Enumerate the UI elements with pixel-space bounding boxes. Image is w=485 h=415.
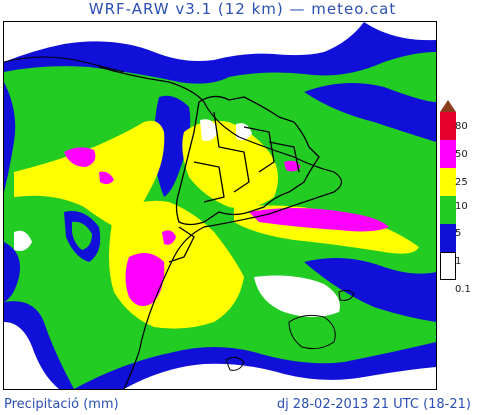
comarca-boundaries [168,95,320,263]
legend-swatch-5 [440,196,456,224]
legend-swatch-25 [440,140,456,168]
precip-blue-pyrenees [154,95,191,197]
datetime-label: dj 28-02-2013 21 UTC (18-21) [276,397,471,412]
map-canvas [4,22,436,389]
precip-white-ne [364,22,436,41]
precip-green-ebro [72,221,92,250]
legend-swatch-0-1 [440,252,456,280]
island-mallorca [288,314,336,350]
coastline [98,66,343,389]
precipitation-map [3,21,437,390]
precip-white-south [124,363,436,389]
precip-white-north [4,22,364,62]
legend-label-1: 1 [455,256,462,267]
legend-label-0-1: 0.1 [455,284,471,295]
precip-magenta-1 [64,147,96,167]
legend-label-10: 10 [455,201,468,212]
legend-swatch-10 [440,168,456,196]
coastline-north [4,56,125,73]
precip-white-hole-1 [200,119,218,141]
precip-blue-west [4,82,16,192]
precip-blue-ne [304,83,436,142]
precip-magenta-4 [162,230,176,245]
precip-white-hole-3 [14,230,32,251]
legend-label-80: 80 [455,121,468,132]
legend-label-50: 50 [455,149,468,160]
precip-magenta-2 [99,171,114,185]
legend-swatch-50 [440,112,456,140]
legend-colorbar [440,100,456,290]
variable-label: Precipitació (mm) [4,397,119,412]
legend-swatch-1 [440,224,456,252]
island-menorca [338,289,355,301]
precip-blue-east [304,258,436,322]
map-title: WRF-ARW v3.1 (12 km) — meteo.cat [88,0,397,18]
precip-yellow-west [14,120,165,232]
precip-white-balearic [254,275,340,317]
legend-label-25: 25 [455,177,468,188]
legend-label-5: 5 [455,228,462,239]
precip-magenta-3 [125,253,165,306]
legend-swatch-80 [440,100,456,112]
precip-white-sw [4,322,59,389]
legend-svg [440,100,456,280]
island-ibiza [225,356,245,371]
precip-magenta-5 [249,208,389,232]
precip-blue-west-2 [4,242,20,302]
precip-green-field [4,22,436,389]
